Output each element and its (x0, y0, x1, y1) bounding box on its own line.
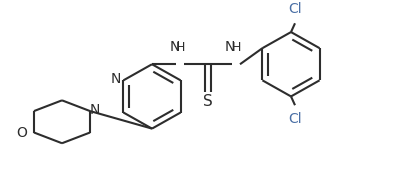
Text: N: N (170, 41, 180, 55)
Text: N: N (90, 103, 100, 117)
Text: Cl: Cl (288, 112, 302, 126)
Text: Cl: Cl (288, 2, 302, 17)
Text: S: S (203, 94, 213, 109)
Text: H: H (175, 41, 185, 55)
Text: N: N (225, 41, 235, 55)
Text: N: N (110, 72, 121, 86)
Text: H: H (231, 41, 241, 55)
Text: O: O (17, 126, 28, 140)
